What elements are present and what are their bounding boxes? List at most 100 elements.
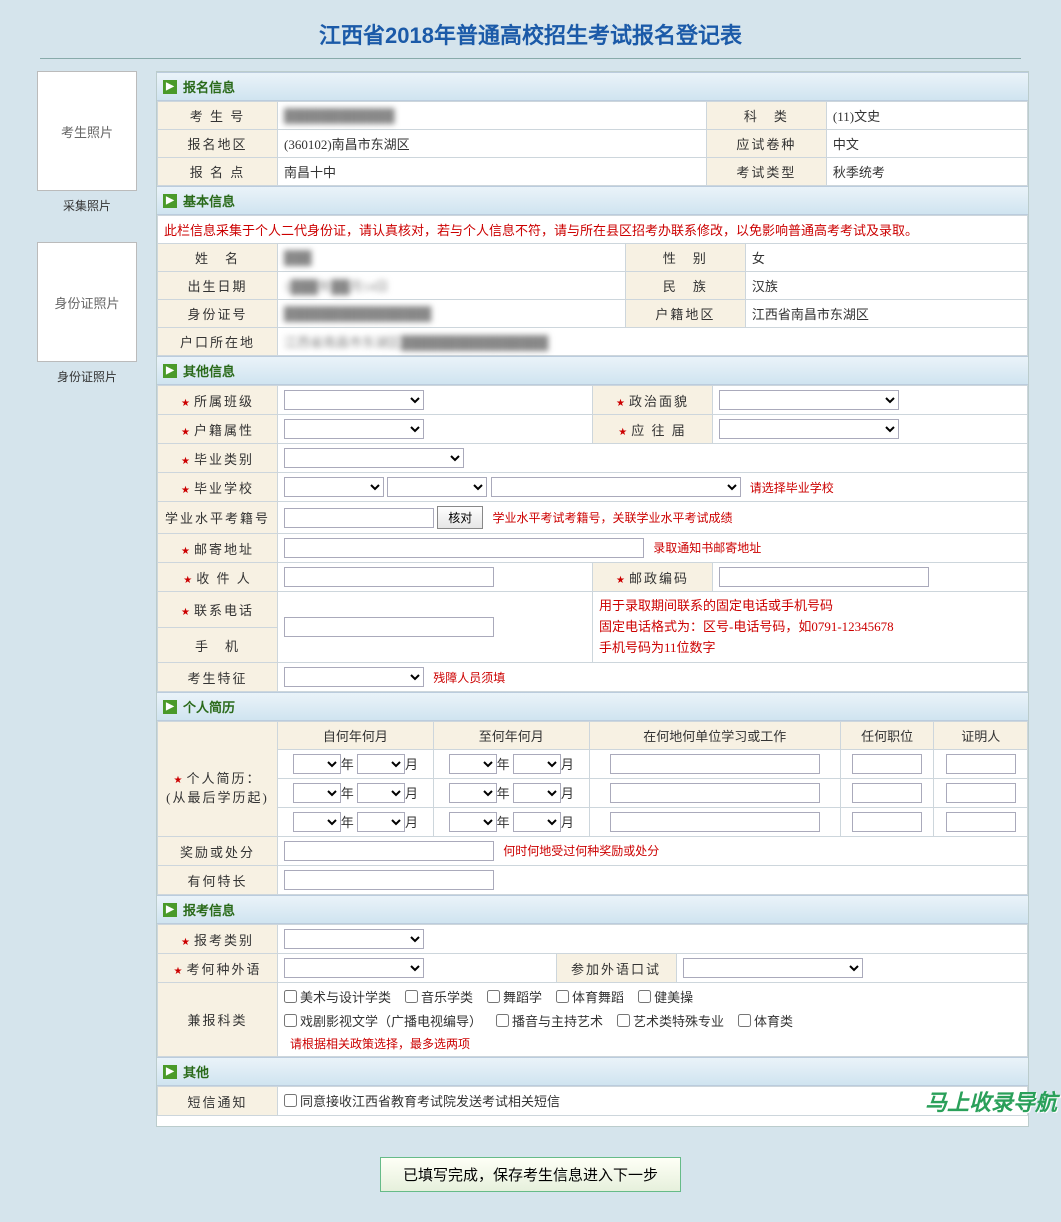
class-select[interactable] [284,390,424,410]
extra-checkbox-6[interactable] [496,1014,509,1027]
section-title-resume: 个人简历 [183,697,235,716]
to-year-2[interactable] [449,783,497,803]
extra-checkbox-4[interactable] [638,990,651,1003]
type-value: 秋季统考 [826,158,1027,186]
resume-row-2: 年 月 年 月 [158,779,1028,808]
where-2[interactable] [610,783,820,803]
witness-3[interactable] [946,812,1016,832]
post-3[interactable] [852,812,922,832]
nation-label: 民 族 [625,272,745,300]
extra-opt-8[interactable]: 体育类 [738,1011,793,1030]
section-header-resume: ▶ 个人简历 [157,692,1028,721]
extra-opts-row-2: 戏剧影视文学（广播电视编导） 播音与主持艺术艺术类特殊专业体育类 [284,1011,1021,1031]
form-panel: ▶ 报名信息 考 生 号 ████████████ 科 类 (11)文史 报名地… [156,71,1029,1127]
extra-opt-6[interactable]: 播音与主持艺术 [496,1011,603,1030]
grad-school-label: 毕业学校 [181,481,254,496]
sms-checkbox[interactable] [284,1094,297,1107]
post-2[interactable] [852,783,922,803]
grad-school-note: 请选择毕业学校 [750,481,834,495]
to-month-3[interactable] [513,812,561,832]
extra-checkbox-8[interactable] [738,1014,751,1027]
from-month-2[interactable] [357,783,405,803]
from-year-1[interactable] [293,754,341,774]
extra-checkbox-5[interactable] [284,1014,297,1027]
extra-opt-text-4: 健美操 [654,987,693,1006]
month-suffix: 月 [405,786,418,801]
extra-checkbox-3[interactable] [556,990,569,1003]
phone-input[interactable] [284,617,494,637]
fresh-select[interactable] [719,419,899,439]
grad-type-label: 毕业类别 [181,452,254,467]
extra-checkbox-7[interactable] [617,1014,630,1027]
year-suffix: 年 [341,815,354,830]
year-suffix: 年 [341,786,354,801]
sms-opt-label[interactable]: 同意接收江西省教育考试院发送考试相关短信 [284,1091,560,1110]
zip-input[interactable] [719,567,929,587]
sms-label: 短信通知 [158,1087,278,1116]
from-year-3[interactable] [293,812,341,832]
id-photo-caption: 身份证照片 [32,368,142,385]
extra-opt-0[interactable]: 美术与设计学类 [284,987,391,1006]
to-month-1[interactable] [513,754,561,774]
extra-opt-3[interactable]: 体育舞蹈 [556,987,624,1006]
politic-select[interactable] [719,390,899,410]
post-1[interactable] [852,754,922,774]
resume-row-label: 个人简历： (从最后学历起) [166,771,269,805]
paper-label: 应试卷种 [706,130,826,158]
award-label: 奖励或处分 [158,837,278,866]
huji-value: 江西省南昌市东湖区 [745,300,1027,328]
extra-opt-4[interactable]: 健美操 [638,987,693,1006]
site-label: 报 名 点 [158,158,278,186]
grad-type-select[interactable] [284,448,464,468]
candidate-photo-box: 考生照片 [37,71,137,191]
from-year-2[interactable] [293,783,341,803]
grad-school-select-2[interactable] [387,477,487,497]
to-year-3[interactable] [449,812,497,832]
grad-school-select-1[interactable] [284,477,384,497]
feature-note: 残障人员须填 [433,671,505,685]
month-suffix: 月 [561,757,574,772]
recipient-input[interactable] [284,567,494,587]
apply-oral-select[interactable] [683,958,863,978]
extra-opt-7[interactable]: 艺术类特殊专业 [617,1011,724,1030]
extra-opt-5[interactable]: 戏剧影视文学（广播电视编导） [284,1011,482,1030]
id-photo-box: 身份证照片 [37,242,137,362]
witness-2[interactable] [946,783,1016,803]
month-suffix: 月 [561,815,574,830]
mail-addr-input[interactable] [284,538,644,558]
witness-1[interactable] [946,754,1016,774]
where-1[interactable] [610,754,820,774]
extra-checkbox-1[interactable] [405,990,418,1003]
where-3[interactable] [610,812,820,832]
to-year-1[interactable] [449,754,497,774]
xueye-verify-btn[interactable]: 核对 [437,506,483,529]
section-header-apply: ▶ 报考信息 [157,895,1028,924]
feature-select[interactable] [284,667,424,687]
save-next-button[interactable]: 已填写完成，保存考生信息进入下一步 [380,1157,681,1192]
award-input[interactable] [284,841,494,861]
resume-col-to: 至何年何月 [433,722,589,750]
talent-input[interactable] [284,870,494,890]
hukou-attr-select[interactable] [284,419,424,439]
extra-opt-2[interactable]: 舞蹈学 [487,987,542,1006]
extra-checkbox-2[interactable] [487,990,500,1003]
apply-category-select[interactable] [284,929,424,949]
apply-oral-label: 参加外语口试 [556,954,676,983]
section-header-other: ▶ 其他信息 [157,356,1028,385]
id-label: 身份证号 [158,300,278,328]
extra-opt-1[interactable]: 音乐学类 [405,987,473,1006]
birth-value: 1███年██月14日 [284,279,389,294]
xueye-input[interactable] [284,508,434,528]
phone-label: 联系电话 [181,603,254,618]
extra-checkbox-0[interactable] [284,990,297,1003]
to-month-2[interactable] [513,783,561,803]
apply-lang-label: 考何种外语 [174,962,262,977]
section-header-other2: ▶ 其他 [157,1057,1028,1086]
extra-opt-text-1: 音乐学类 [421,987,473,1006]
apply-lang-select[interactable] [284,958,424,978]
resume-col-post: 任何职位 [840,722,934,750]
from-month-1[interactable] [357,754,405,774]
extra-opt-text-5: 戏剧影视文学（广播电视编导） [300,1011,482,1030]
from-month-3[interactable] [357,812,405,832]
grad-school-select-3[interactable] [491,477,741,497]
